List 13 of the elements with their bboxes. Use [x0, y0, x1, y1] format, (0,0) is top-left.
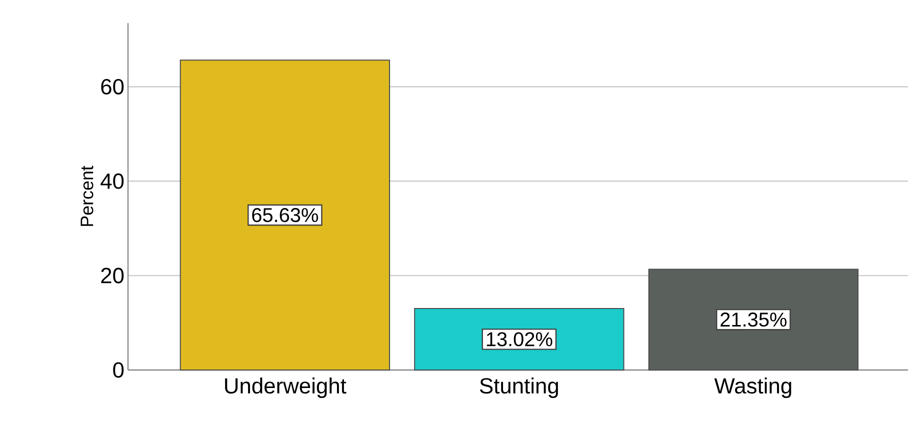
data-label: 65.63%	[252, 208, 318, 222]
y-tick-label: 0	[113, 362, 124, 378]
data-label: 21.35%	[720, 312, 786, 327]
x-tick-label: Wasting	[714, 378, 792, 398]
bar	[648, 268, 858, 370]
y-tick-label: 40	[100, 173, 124, 189]
x-tick-label: Underweight	[225, 378, 346, 398]
y-axis-title: Percent	[80, 166, 94, 226]
data-label: 13.02%	[486, 332, 552, 346]
bar	[180, 60, 390, 370]
x-tick-label: Stunting	[480, 378, 558, 398]
y-tick-label: 20	[101, 268, 124, 284]
y-tick-label: 60	[101, 78, 124, 94]
